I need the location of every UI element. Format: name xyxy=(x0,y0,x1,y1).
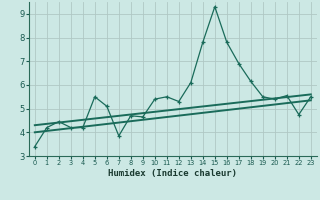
X-axis label: Humidex (Indice chaleur): Humidex (Indice chaleur) xyxy=(108,169,237,178)
